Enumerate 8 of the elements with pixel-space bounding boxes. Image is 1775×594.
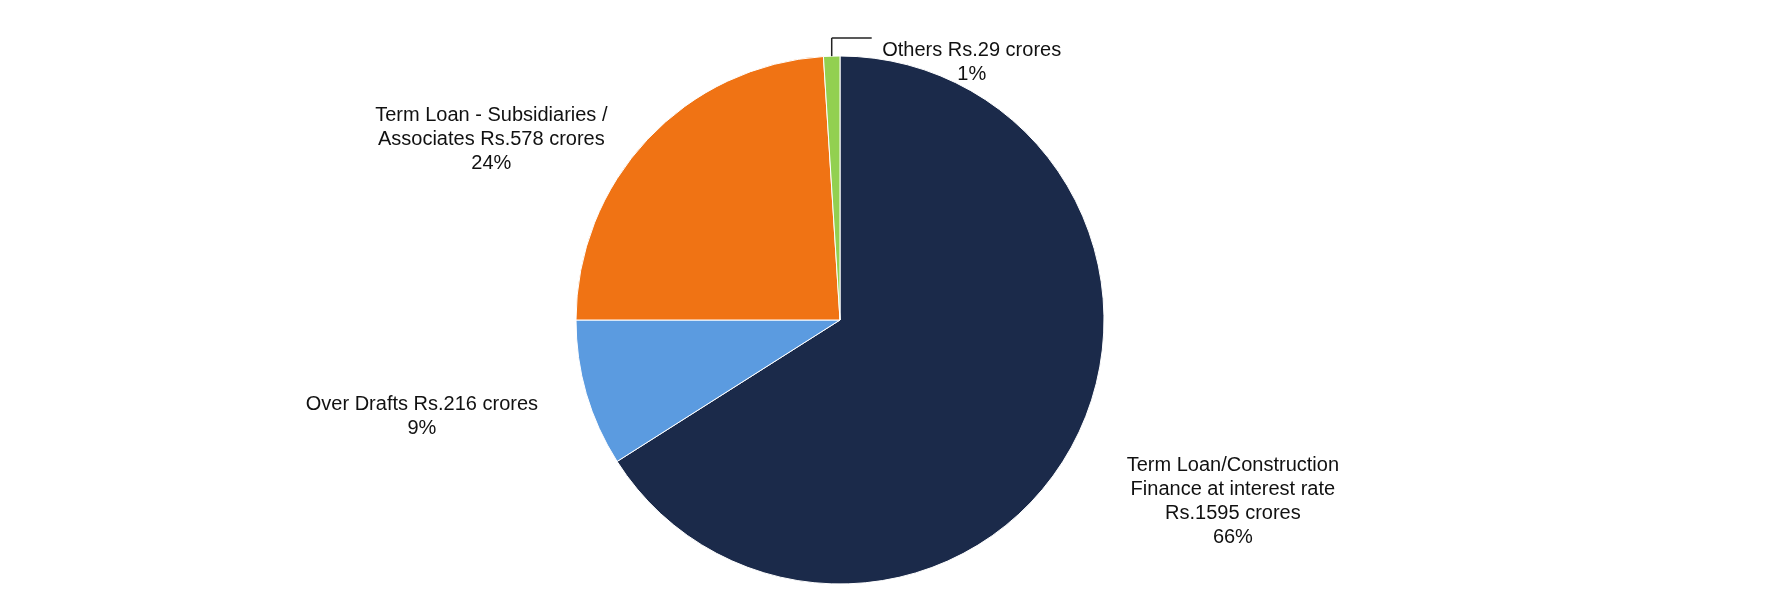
slice-label: Over Drafts Rs.216 crores [305, 391, 539, 414]
data-label: 24% [471, 150, 512, 173]
slice-label: Term Loan/Construction Finance at interest rate Rs.1595 crores [1126, 452, 1340, 523]
data-label: 9% [407, 415, 437, 438]
data-label: 66% [1212, 524, 1254, 547]
data-label: 1% [957, 62, 987, 84]
slice-label: Term Loan - Subsidiaries / Associates Rs.578 crores [375, 102, 608, 149]
slice-label: Others Rs.29 crores [882, 38, 1062, 60]
